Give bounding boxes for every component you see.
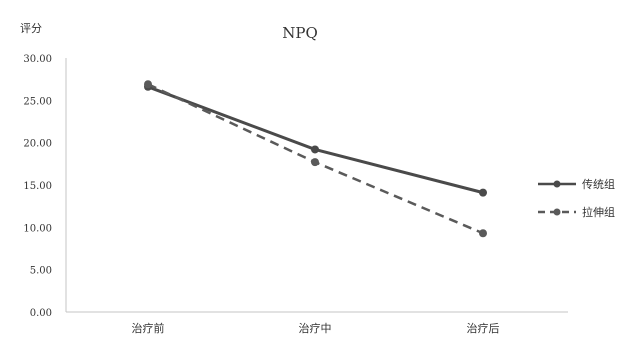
data-point xyxy=(311,145,319,154)
legend-label: 拉伸组 xyxy=(582,205,615,219)
data-point xyxy=(479,229,487,238)
data-point xyxy=(479,188,487,197)
y-tick-label: 30.00 xyxy=(23,54,52,65)
x-axis: 治疗前 治疗中 治疗后 xyxy=(66,311,568,335)
y-tick-label: 0.00 xyxy=(30,308,52,319)
y-axis-label: 评分 xyxy=(20,22,42,35)
legend-marker xyxy=(553,208,561,216)
series-lines xyxy=(144,80,487,238)
y-axis: 0.00 5.00 10.00 15.00 20.00 25.00 30.00 xyxy=(23,54,67,319)
legend-marker xyxy=(553,180,561,188)
series-line xyxy=(147,85,484,195)
legend-label: 传统组 xyxy=(582,177,615,191)
y-tick-label: 20.00 xyxy=(23,139,52,150)
data-point xyxy=(311,158,319,167)
x-tick-label: 治疗前 xyxy=(132,321,165,335)
y-tick-label: 15.00 xyxy=(23,181,52,192)
x-tick-label: 治疗中 xyxy=(299,321,332,335)
y-tick-label: 10.00 xyxy=(23,223,52,234)
data-point xyxy=(144,80,152,89)
y-tick-label: 25.00 xyxy=(23,96,52,107)
y-tick-label: 5.00 xyxy=(30,266,52,277)
x-tick-label: 治疗后 xyxy=(467,321,500,335)
chart-title: NPQ xyxy=(282,24,318,42)
